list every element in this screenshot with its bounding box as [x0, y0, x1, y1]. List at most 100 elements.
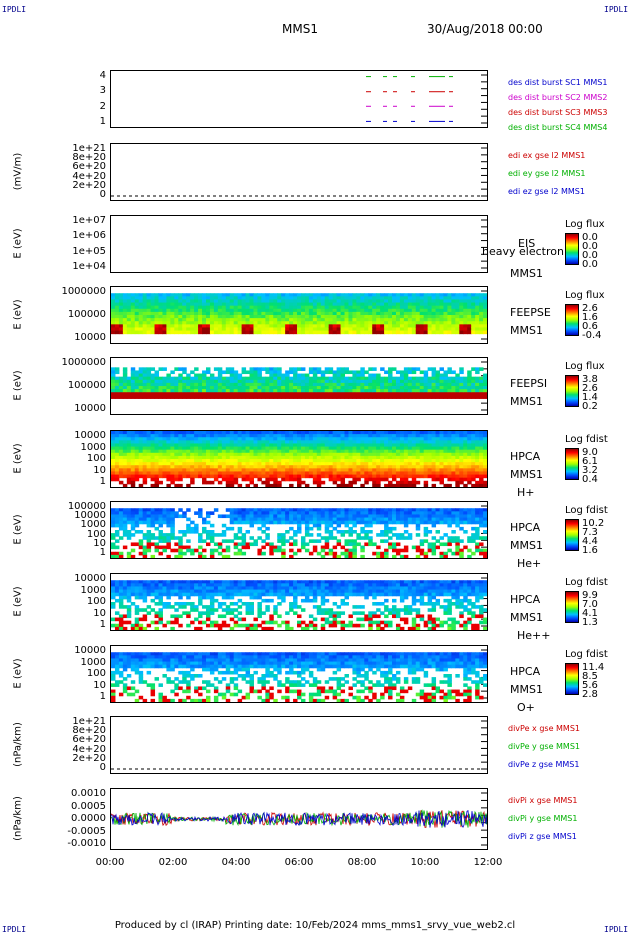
panel-5-cell	[190, 468, 195, 472]
panel-5-cell	[372, 483, 377, 487]
panel-6-cell	[479, 508, 484, 512]
panel-4-cell	[221, 376, 227, 381]
panel-5-cell	[158, 474, 163, 479]
panel-3-cell	[126, 324, 132, 328]
panel-6-cell	[174, 511, 179, 515]
panel-5-cell	[336, 446, 342, 451]
panel-5-cell	[277, 434, 282, 438]
panel-5-cell	[423, 455, 429, 460]
panel-3-cell	[178, 318, 183, 322]
panel-5-cell	[225, 452, 231, 457]
panel-3-cell	[198, 308, 203, 313]
panel-5-cell	[451, 477, 456, 482]
panel-4-cell	[388, 370, 393, 375]
panel-5-cell	[277, 455, 282, 460]
panel-5-cell	[162, 431, 167, 435]
panel-6-cell	[138, 517, 144, 522]
panel-5-cell	[174, 440, 179, 444]
panel-5-cell	[419, 431, 425, 435]
panel-3-cell	[467, 324, 472, 328]
panel-5-cell	[241, 443, 247, 448]
panel-5-cell	[368, 452, 373, 457]
panel-5-cell	[344, 471, 349, 476]
panel-5-cell	[376, 437, 381, 441]
panel-6-colorbar-value: 1.6	[582, 545, 598, 556]
panel-6-cell	[348, 554, 353, 558]
panel-7-cell	[142, 583, 148, 587]
panel-4-cell	[281, 373, 286, 378]
panel-4-cell	[261, 392, 266, 396]
panel-3-cell	[190, 330, 195, 335]
panel-5-cell	[289, 465, 294, 469]
panel-3-cell	[459, 293, 464, 297]
panel-5-cell	[328, 477, 334, 482]
panel-4-cell	[419, 395, 425, 399]
panel-5-cell	[269, 431, 274, 435]
panel-4-cell	[281, 392, 286, 396]
panel-4-cell	[463, 379, 468, 384]
panel-3-cell	[395, 330, 401, 335]
panel-3-cell	[237, 308, 243, 313]
panel-4-cell	[277, 373, 282, 378]
panel-5-cell	[150, 452, 156, 457]
panel-5-cell	[332, 455, 338, 460]
panel-6-cell	[158, 536, 163, 540]
panel-3-cell	[308, 296, 314, 300]
panel-6-cell	[209, 533, 215, 537]
panel-3-cell	[209, 311, 215, 316]
panel-6-cell	[471, 526, 476, 531]
panel-7-cell	[130, 626, 136, 630]
panel-3-cell	[368, 311, 373, 316]
panel-5-cell	[174, 437, 179, 441]
panel-3-cell	[249, 321, 254, 325]
panel-5-cell	[395, 465, 401, 469]
panel-6-cell	[380, 533, 385, 537]
panel-3-cell	[340, 315, 346, 319]
panel-5-cell	[479, 443, 484, 448]
panel-3-cell	[126, 318, 132, 322]
panel-3-cell	[111, 318, 116, 322]
panel-6-cell	[316, 511, 322, 515]
panel-3-cell	[352, 324, 357, 328]
panel-7-cell	[166, 586, 171, 591]
panel-3-cell	[399, 318, 405, 322]
panel-3-cell	[352, 327, 357, 332]
panel-5-colorbar-value: 9.0	[582, 447, 598, 458]
panel-7-cell	[162, 580, 167, 584]
panel-3-cell	[352, 308, 357, 313]
panel-4-cell	[277, 376, 282, 381]
panel-2	[110, 215, 488, 273]
panel-4-cell	[336, 379, 342, 384]
panel-4-cell	[146, 386, 152, 390]
panel-3-cell	[289, 305, 294, 310]
panel-3-cell	[475, 293, 480, 297]
panel-5-cell	[344, 434, 349, 438]
panel-5-cell	[273, 471, 278, 476]
panel-6-cell	[399, 514, 405, 519]
panel-5-cell	[431, 468, 437, 472]
panel-4-cell	[186, 395, 191, 399]
panel-5-cell	[111, 434, 116, 438]
panel-5-cell	[411, 446, 417, 451]
panel-6-cell	[427, 542, 433, 547]
panel-5-cell	[273, 474, 278, 479]
panel-6-cell	[471, 551, 476, 556]
panel-6-cell	[348, 511, 353, 515]
panel-3-cell	[130, 296, 136, 300]
panel-7-cell	[194, 586, 199, 591]
panel-6-cell	[289, 508, 294, 512]
panel-5-cell	[471, 459, 476, 463]
panel-5-cell	[213, 452, 219, 457]
panel-6-cell	[293, 517, 298, 522]
panel-5-cell	[431, 471, 437, 476]
panel-3-cell	[312, 315, 318, 319]
panel-5-cell	[475, 471, 480, 476]
panel-5-cell	[265, 443, 270, 448]
panel-3-cell	[376, 321, 381, 325]
panel-4-cell	[304, 379, 310, 384]
panel-4-cell	[265, 386, 270, 390]
panel-4-cell	[265, 376, 270, 381]
panel-5-cell	[399, 434, 405, 438]
panel-5-cell	[388, 446, 393, 451]
panel-0-tick: 2	[99, 100, 106, 112]
